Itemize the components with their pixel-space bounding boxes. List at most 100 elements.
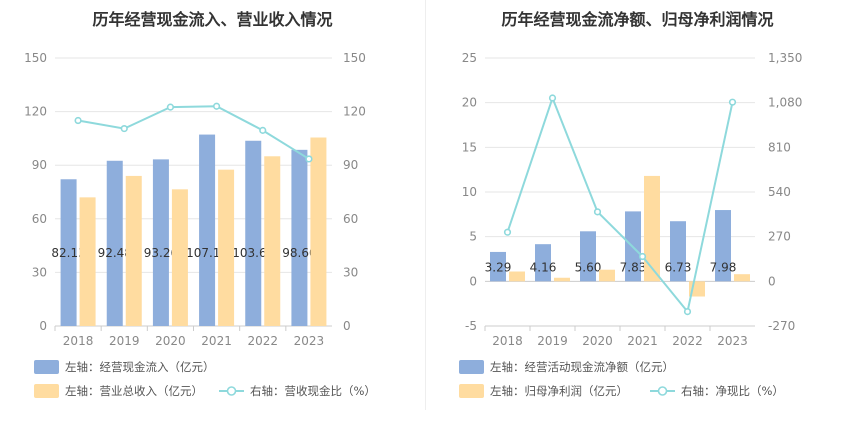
ratio-line-point (166, 103, 175, 111)
bar-data-label: 93.26 (144, 246, 178, 260)
ratio-line-point (548, 94, 557, 102)
legend-label: 左轴：经营现金流入（亿元） (65, 360, 215, 374)
bar-series-a (152, 159, 169, 326)
chart-title: 历年经营现金流净额、归母净利润情况 (501, 10, 774, 29)
y-right-tick-label: 0 (768, 274, 776, 288)
bar-series-b (644, 175, 660, 282)
legend-line-marker (226, 386, 237, 396)
x-tick-label: 2023 (294, 334, 325, 348)
y-left-tick-label: 0 (469, 274, 477, 288)
x-tick-label: 2021 (627, 334, 658, 348)
bar-series-a (535, 244, 551, 282)
bar-series-b (171, 189, 188, 326)
x-tick-label: 2019 (537, 334, 568, 348)
ratio-line (506, 95, 734, 314)
legend-label: 左轴：经营活动现金流净额（亿元） (490, 360, 674, 374)
legend-label: 右轴：净现比（%） (681, 384, 784, 398)
bar-data-label: 92.48 (98, 246, 132, 260)
ratio-line-point (305, 155, 313, 163)
y-left-tick-label: 25 (462, 51, 477, 65)
bar-series-b (264, 156, 281, 326)
y-right-tick-label: 270 (768, 230, 791, 244)
chart-panel-net-cash: 历年经营现金流净额、归母净利润情况 -5 0 5 10 15 20 25 -270 0 270 54… (425, 0, 850, 437)
ratio-line-point (593, 208, 602, 216)
bar-series-a (245, 140, 262, 326)
legend-label: 左轴：归母净利润（亿元） (490, 384, 628, 398)
x-tick-label: 2020 (582, 334, 613, 348)
x-tick-label: 2018 (63, 334, 94, 348)
bar-data-label: 3.29 (485, 260, 512, 274)
y-left-tick-label: 10 (462, 185, 477, 199)
y-right-tick-label: 120 (343, 105, 366, 119)
ratio-line-point (683, 308, 692, 316)
chart-cash-inflow-revenue: 0 30 60 90 120 150 0 30 60 90 120 150 2018 2019 2020 20… (24, 51, 376, 398)
legend-line-marker (657, 386, 668, 396)
y-right-tick-label: 30 (343, 265, 358, 279)
bar-series-a (490, 251, 506, 282)
y-right-tick-label: 90 (343, 158, 358, 172)
ratio-line-point (74, 116, 82, 125)
legend-swatch (34, 384, 59, 398)
bar-series-a (670, 221, 686, 282)
ratio-line-point (503, 228, 512, 236)
chart-net-cash-profit: -5 0 5 10 15 20 25 -270 0 270 540 810 1,080 1,350 2018… (459, 51, 802, 398)
bar-data-label: 82.13 (51, 246, 85, 260)
x-tick-label: 2022 (247, 334, 278, 348)
y-left-tick-label: 0 (39, 319, 47, 333)
x-tick-label: 2021 (201, 334, 232, 348)
y-right-tick-label: 0 (343, 319, 351, 333)
bar-series-a (199, 134, 216, 326)
bar-series-b (79, 197, 96, 326)
x-tick-label: 2022 (672, 334, 703, 348)
y-left-tick-label: 20 (462, 96, 477, 110)
bar-series-b (218, 169, 235, 326)
ratio-line-point (212, 102, 221, 110)
y-right-tick-label: 60 (343, 212, 358, 226)
legend-swatch (34, 360, 59, 374)
x-tick-label: 2023 (717, 334, 748, 348)
chart-title: 历年经营现金流入、营业收入情况 (92, 10, 333, 29)
ratio-line-point (638, 252, 647, 261)
legend-label: 左轴：营业总收入（亿元） (65, 384, 203, 398)
bar-series-a (291, 149, 308, 326)
bar-series-a (106, 160, 123, 326)
y-right-tick-label: 1,080 (768, 96, 802, 110)
bar-series-b (554, 277, 570, 282)
bar-series-b (734, 274, 750, 282)
bar-data-label: 7.98 (710, 260, 737, 274)
y-right-tick-label: 1,350 (768, 51, 802, 65)
y-right-tick-label: 810 (768, 140, 791, 154)
y-left-tick-label: 30 (32, 265, 47, 279)
panel-divider (425, 0, 426, 410)
x-tick-label: 2019 (109, 334, 140, 348)
bar-data-label: 5.60 (575, 260, 602, 274)
legend-swatch (459, 360, 484, 374)
x-tick-label: 2020 (155, 334, 186, 348)
y-right-tick-label: 150 (343, 51, 366, 65)
bar-series-b (509, 271, 525, 282)
y-left-tick-label: 150 (24, 51, 47, 65)
y-right-tick-label: 540 (768, 185, 791, 199)
ratio-line-point (120, 124, 128, 133)
chart-panel-cash-inflow: 历年经营现金流入、营业收入情况 0 30 60 90 120 150 0 30 60 90 120 1… (24, 10, 376, 398)
bar-series-b (310, 137, 327, 326)
y-left-tick-label: 15 (462, 140, 477, 154)
bar-data-label: 7.83 (620, 260, 647, 274)
legend-label: 右轴：营收现金比（%） (250, 384, 376, 398)
bar-series-a (60, 179, 77, 326)
bar-series-b (599, 269, 615, 282)
bar-series-a (715, 210, 731, 282)
bar-data-label: 98.60 (282, 246, 316, 260)
y-left-tick-label: 90 (32, 158, 47, 172)
ratio-line (77, 105, 310, 160)
bar-data-label: 4.16 (530, 260, 557, 274)
bar-data-label: 6.73 (665, 260, 692, 274)
ratio-line-point (728, 98, 737, 106)
legend-swatch (459, 384, 484, 398)
y-left-tick-label: 120 (24, 105, 47, 119)
x-tick-label: 2018 (492, 334, 523, 348)
bar-series-a (580, 231, 596, 282)
bar-data-label: 107.14 (186, 246, 228, 260)
y-left-tick-label: 5 (469, 230, 477, 244)
y-right-tick-label: -270 (768, 319, 795, 333)
